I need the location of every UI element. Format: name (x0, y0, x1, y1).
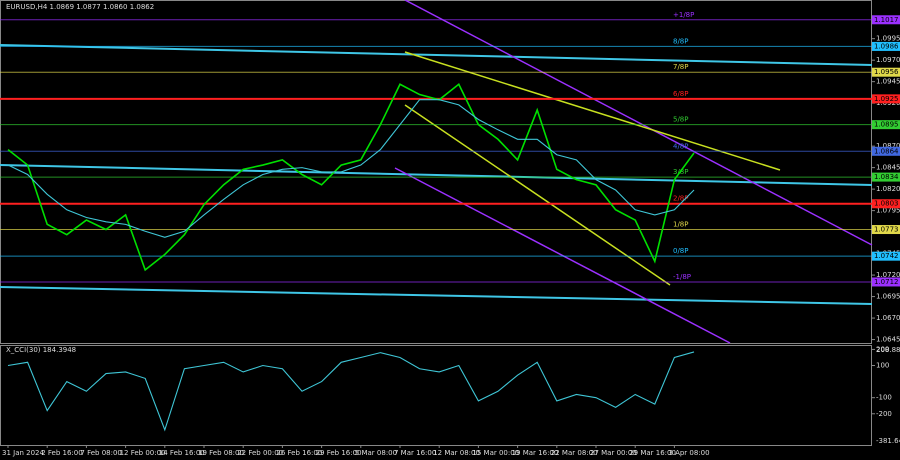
y-limit-label: -381.647 (876, 437, 900, 445)
level-label-box (872, 251, 900, 261)
main-panel (0, 0, 872, 344)
level-name: 4/8P (673, 142, 689, 150)
level-price-label: 1.0925 (874, 95, 899, 103)
level-label-box (872, 172, 900, 182)
trend-line (0, 286, 873, 305)
level-name: 0/8P (673, 247, 689, 255)
level-price-label: 1.0742 (874, 252, 899, 260)
x-tick-label: 22 Mar 08:00 (551, 449, 598, 457)
y-tick-label: 1.0720 (876, 271, 900, 279)
level-price-label: 1.0956 (874, 68, 899, 76)
trend-line (0, 44, 873, 66)
x-tick-label: 12 Feb 00:00 (120, 449, 166, 457)
level-label-box (872, 41, 900, 51)
x-tick-label: 14 Feb 16:00 (159, 449, 205, 457)
level-name: 6/8P (673, 90, 689, 98)
level-price-label: 1.0864 (874, 147, 899, 155)
y-tick-label: 100 (876, 362, 889, 370)
y-tick-label: 1.0820 (876, 185, 900, 193)
level-label-box (872, 120, 900, 130)
x-tick-label: 12 Mar 08:00 (433, 449, 480, 457)
level-label-box (872, 146, 900, 156)
indicator-title: X_CCI(30) 184.3948 (6, 346, 76, 354)
x-tick-label: 26 Feb 16:00 (276, 449, 322, 457)
level-name: +1/8P (673, 11, 694, 19)
y-tick-label: 1.0945 (876, 78, 900, 86)
level-name: -1/8P (673, 273, 691, 281)
level-label-box (872, 94, 900, 104)
channel-line (394, 167, 731, 344)
x-tick-label: 22 Feb 00:00 (237, 449, 283, 457)
level-name: 5/8P (673, 116, 689, 124)
x-tick-label: 15 Mar 00:00 (472, 449, 519, 457)
x-tick-label: 19 Feb 08:00 (198, 449, 244, 457)
y-tick-label: 1.0970 (876, 56, 900, 64)
x-tick-label: 29 Mar 16:00 (629, 449, 676, 457)
x-tick-label: 29 Feb 16:00 (316, 449, 362, 457)
level-label-box (872, 67, 900, 77)
level-price-label: 1.0986 (874, 42, 899, 50)
level-price-label: 1.0773 (874, 226, 899, 234)
series-line (7, 83, 695, 272)
level-name: 1/8P (673, 221, 689, 229)
level-price-label: 1.0895 (874, 121, 899, 129)
x-tick-label: 5 Mar 08:00 (355, 449, 397, 457)
series-line (7, 351, 695, 432)
x-tick-label: 2 Feb 16:00 (41, 449, 82, 457)
level-name: 2/8P (673, 195, 689, 203)
y-tick-label: 1.0870 (876, 142, 900, 150)
level-label-box (872, 15, 900, 25)
level-price-label: 1.1017 (874, 16, 899, 24)
channel-line (404, 104, 671, 286)
trend-line (0, 164, 873, 186)
level-price-label: 1.0803 (874, 200, 899, 208)
y-tick-label: 1.0845 (876, 164, 900, 172)
y-tick-label: 1.0670 (876, 314, 900, 322)
level-label-box (872, 225, 900, 235)
level-label-box (872, 277, 900, 287)
x-tick-label: 19 Mar 16:00 (512, 449, 559, 457)
y-tick-label: -100 (876, 394, 892, 402)
level-name: 8/8P (673, 37, 689, 45)
y-tick-label: 1.0795 (876, 207, 900, 215)
chart-title: EURUSD,H4 1.0869 1.0877 1.0860 1.0862 (6, 3, 154, 11)
cci-panel (0, 345, 872, 446)
level-name: 7/8P (673, 63, 689, 71)
level-price-label: 1.0834 (874, 173, 899, 181)
x-tick-label: 7 Feb 08:00 (80, 449, 121, 457)
x-tick-label: 3 Apr 08:00 (668, 449, 709, 457)
level-label-box (872, 199, 900, 209)
y-limit-label: 208.887 (876, 346, 900, 354)
y-tick-label: 1.0695 (876, 293, 900, 301)
level-price-label: 1.0712 (874, 278, 899, 286)
y-tick-label: -200 (876, 410, 892, 418)
channel-line (404, 51, 781, 171)
y-tick-label: 200 (876, 345, 889, 353)
x-tick-label: 31 Jan 2024 (2, 449, 45, 457)
x-tick-label: 27 Mar 00:00 (590, 449, 637, 457)
y-tick-label: 1.0995 (876, 35, 900, 43)
x-tick-label: 7 Mar 16:00 (394, 449, 436, 457)
series-line (7, 99, 695, 238)
y-tick-label: 1.0645 (876, 336, 900, 344)
